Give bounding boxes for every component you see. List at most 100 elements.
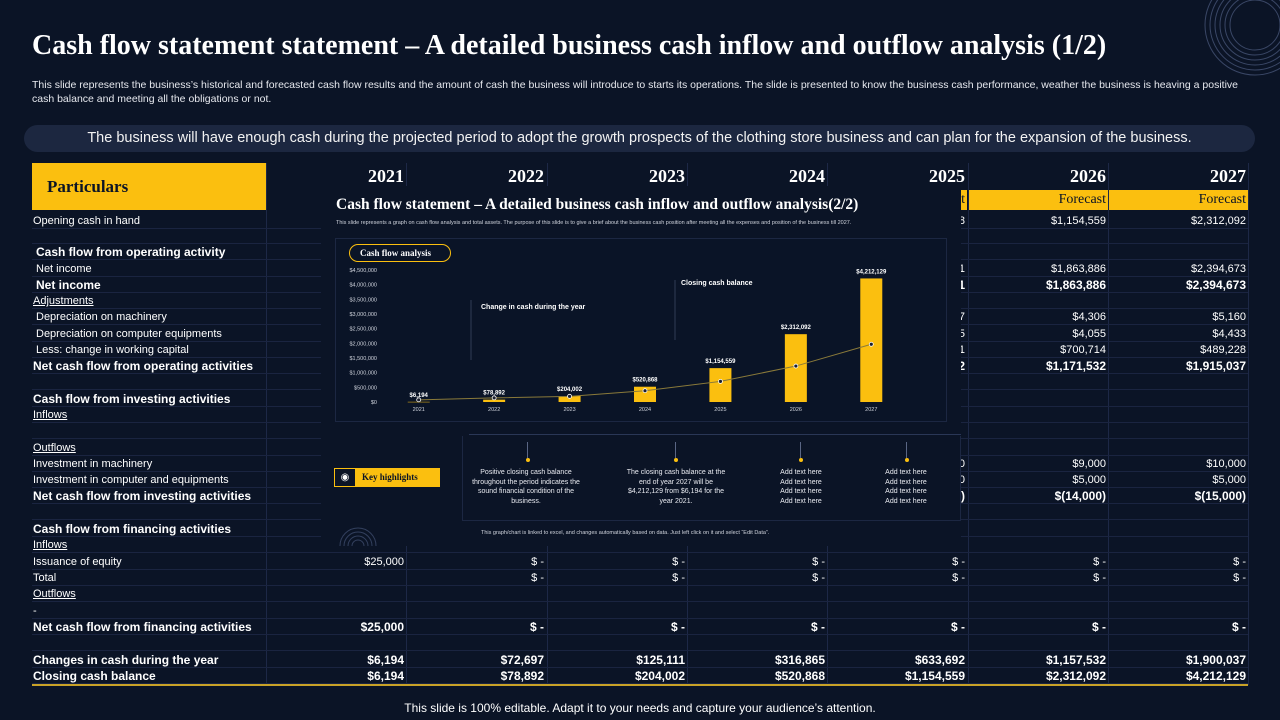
row-label: Depreciation on computer equipments: [36, 328, 222, 340]
decorative-arc: [339, 527, 377, 547]
particulars-header: Particulars: [32, 163, 266, 210]
y-tick-label: $0: [371, 400, 377, 406]
cell-2023: $ -: [672, 556, 685, 568]
line-point-2026: [793, 363, 799, 369]
year-header-2026: 2026: [1070, 166, 1106, 186]
row-label: Depreciation on machinery: [36, 311, 167, 323]
cell-2026: $1,154,559: [1050, 215, 1106, 227]
bar-2023: [558, 396, 581, 402]
highlight-connector: [675, 442, 676, 458]
data-label-2022: $78,892: [483, 391, 505, 397]
cell-2026: $ -: [1093, 572, 1106, 584]
cell-2027: $1,915,037: [1185, 359, 1246, 373]
cell-2026: $700,714: [1060, 344, 1106, 356]
row-label: Inflows: [33, 539, 68, 551]
cell-2026: $4,055: [1072, 328, 1106, 340]
row-label: Net income: [36, 278, 101, 292]
cell-2027: $5,160: [1212, 311, 1246, 323]
cell-2023: $ -: [672, 572, 685, 584]
cell-2026: $ -: [1091, 620, 1106, 634]
highlight-text-3: Add text here Add text here Add text her…: [780, 469, 822, 505]
table-row: Net cash flow from financing activities $…: [32, 619, 1248, 635]
cell-2022: $ -: [531, 572, 544, 584]
overlay-title: Cash flow statement – A detailed busines…: [336, 196, 859, 213]
column-divider: [1248, 163, 1249, 685]
cell-2027: $5,000: [1212, 474, 1246, 486]
row-label: -: [33, 605, 37, 617]
highlights-rule: [469, 434, 961, 435]
decorative-circles: [1204, 0, 1280, 76]
bar-2022: [483, 399, 506, 402]
highlights-box: [462, 436, 961, 521]
column-divider: [968, 163, 969, 685]
row-label: Opening cash in hand: [33, 215, 141, 227]
table-row: Issuance of equity $25,000 $ - $ - $ - $ - $ -…: [32, 554, 1248, 570]
row-label: Net income: [36, 263, 92, 275]
y-tick-label: $2,000,000: [349, 341, 377, 347]
cell-2022: $78,892: [500, 669, 544, 683]
row-label: Investment in machinery: [33, 458, 153, 470]
cell-2026: $2,312,092: [1045, 669, 1106, 683]
row-label: Net cash flow from investing activities: [33, 489, 252, 503]
cell-2024: $316,865: [774, 653, 825, 667]
cell-2026: $1,863,886: [1050, 263, 1106, 275]
cell-2027: $2,394,673: [1190, 263, 1246, 275]
cell-2022: $ -: [529, 620, 544, 634]
data-label-2027: $4,212,129: [856, 269, 887, 275]
table-row: -: [32, 603, 1248, 619]
highlight-dot: [905, 458, 909, 462]
x-tick-label: 2025: [714, 407, 726, 413]
line-point-2024: [642, 388, 648, 394]
row-label: Closing cash balance: [33, 669, 156, 683]
table-row: Total $ - $ - $ - $ - $ - $ -: [32, 570, 1248, 586]
data-label-2024: $520,868: [632, 378, 658, 384]
bar-2025: [709, 368, 732, 402]
cell-2027: $2,394,673: [1185, 278, 1246, 292]
highlight-dot: [674, 458, 678, 462]
cell-2025: $ -: [952, 572, 965, 584]
cell-2027: $ -: [1233, 572, 1246, 584]
row-label: Issuance of equity: [33, 556, 122, 568]
cash-flow-chart: $0 $500,000 $1,000,000 $1,500,000 $2,000,000…: [349, 268, 887, 413]
overlay-note: This graph/chart is linked to excel, and…: [481, 530, 770, 536]
year-header-2025: 2025: [929, 166, 965, 186]
summary-banner: The business will have enough cash durin…: [24, 125, 1255, 152]
overlay-slide: Cash flow statement – A detailed busines…: [321, 186, 961, 547]
row-label: Inflows: [33, 409, 68, 421]
cell-2023: $125,111: [636, 653, 685, 667]
forecast-header-2027: Forecast: [1109, 190, 1248, 210]
highlight-connector: [800, 442, 801, 458]
table-row: Changes in cash during the year $6,194 $72…: [32, 652, 1248, 668]
cell-2021: $25,000: [364, 556, 404, 568]
highlight-dot: [799, 458, 803, 462]
y-tick-label: $1,500,000: [349, 356, 377, 362]
cell-2027: $2,312,092: [1190, 215, 1246, 227]
line-point-2023: [567, 393, 572, 399]
cell-2026: $1,863,886: [1045, 278, 1106, 292]
cell-2022: $72,697: [500, 653, 544, 667]
cell-2025: $ -: [950, 620, 965, 634]
cell-2027: $4,433: [1212, 328, 1246, 340]
lightbulb-icon: ◉: [334, 468, 356, 487]
row-label: Cash flow from investing activities: [33, 392, 231, 406]
highlight-connector: [527, 442, 528, 458]
cell-2026: $4,306: [1072, 311, 1106, 323]
table-bottom-rule: [32, 684, 1248, 686]
x-tick-label: 2021: [413, 407, 425, 413]
cell-2024: $ -: [812, 556, 825, 568]
cell-2026: $1,157,532: [1045, 653, 1106, 667]
cell-2021: $25,000: [360, 620, 404, 634]
cell-2025: $633,692: [914, 653, 965, 667]
cell-2023: $ -: [670, 620, 685, 634]
table-row: Outflows: [32, 586, 1248, 602]
row-label: Cash flow from operating activity: [36, 245, 226, 259]
row-label: Adjustments: [33, 295, 94, 307]
line-point-2022: [491, 395, 497, 401]
row-label: Net cash flow from financing activities: [33, 620, 252, 634]
row-label: Less: change in working capital: [36, 344, 189, 356]
cell-2026: $9,000: [1072, 458, 1106, 470]
column-divider: [1108, 163, 1109, 685]
data-label-2026: $2,312,092: [781, 325, 812, 331]
key-highlights-text: Key highlights: [362, 472, 418, 482]
highlight-text-2: The closing cash balance at the end of y…: [626, 469, 726, 505]
